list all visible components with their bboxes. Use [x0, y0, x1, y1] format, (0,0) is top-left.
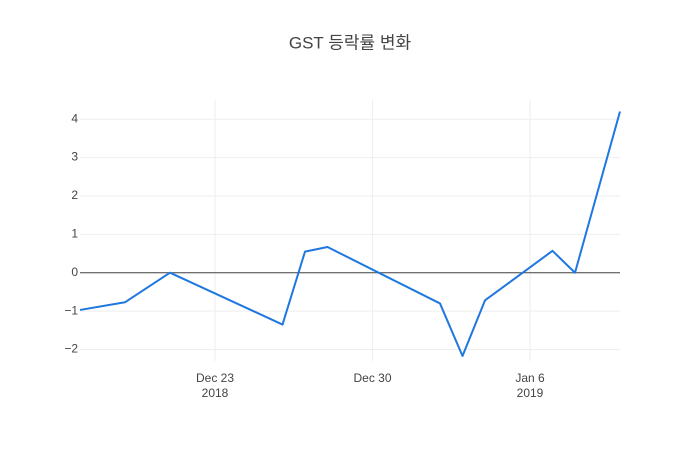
- y-tick-label: −1: [64, 303, 78, 317]
- y-tick-label: 2: [71, 188, 78, 202]
- y-tick-label: 0: [71, 265, 78, 279]
- x-tick-label: Dec 30: [353, 371, 391, 385]
- y-tick-label: 1: [71, 227, 78, 241]
- y-tick-label: 3: [71, 150, 78, 164]
- line-series: [79, 111, 621, 358]
- y-tick-label: 4: [71, 111, 78, 125]
- chart-title: GST 등락률 변화: [289, 33, 412, 52]
- x-tick-label: Dec 23 2018: [196, 371, 234, 400]
- y-tick-label: −2: [64, 342, 78, 356]
- grid: [80, 100, 620, 361]
- x-tick-label: Jan 6 2019: [515, 371, 545, 400]
